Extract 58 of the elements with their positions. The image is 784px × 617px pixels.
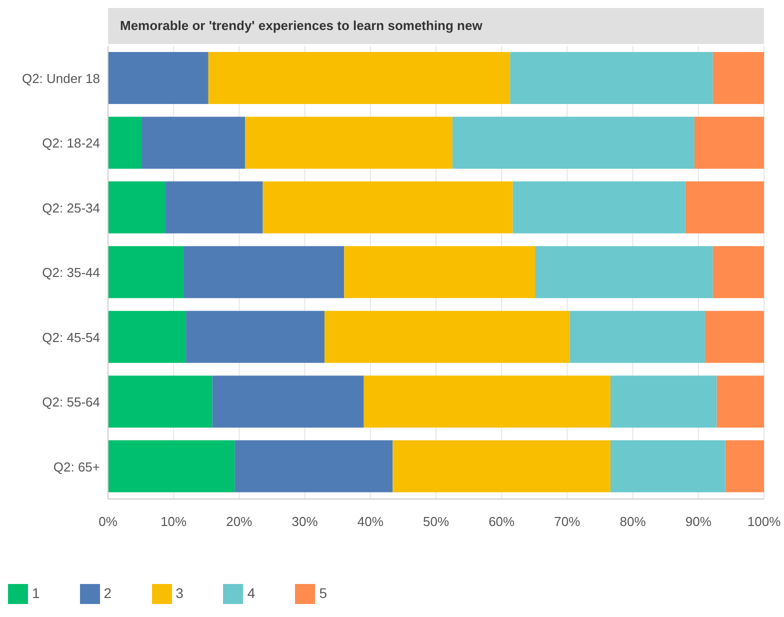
bar	[183, 246, 344, 298]
bar	[141, 116, 246, 169]
bar	[165, 181, 263, 234]
y-tick-label: Q2: Under 18	[22, 70, 100, 86]
bar	[510, 52, 713, 104]
bar	[610, 440, 726, 492]
bar	[108, 116, 142, 169]
bar	[685, 181, 764, 234]
legend-label: 1	[32, 584, 40, 601]
bar	[364, 376, 610, 428]
bar	[234, 440, 393, 492]
bar	[610, 376, 717, 428]
bar	[262, 181, 513, 234]
bar	[570, 310, 705, 363]
legend-label: 4	[247, 584, 256, 601]
bar	[344, 246, 536, 298]
bar	[108, 52, 208, 104]
legend-label: 2	[104, 584, 112, 601]
bar	[208, 52, 510, 104]
bar	[716, 376, 764, 428]
x-tick-label: 100%	[747, 514, 782, 530]
x-tick-label: 90%	[685, 514, 712, 530]
bar	[712, 246, 764, 298]
bar	[392, 440, 610, 492]
legend-label: 5	[319, 584, 327, 601]
y-tick-label: Q2: 55-64	[42, 394, 100, 410]
bar	[212, 376, 364, 428]
bar	[704, 310, 764, 363]
x-tick-label: 40%	[357, 514, 384, 530]
x-tick-label: 30%	[292, 514, 318, 530]
bar	[108, 310, 186, 363]
bar	[712, 52, 764, 104]
x-tick-label: 60%	[488, 514, 516, 530]
bar	[535, 246, 713, 298]
bar	[186, 310, 324, 363]
bar	[108, 376, 212, 428]
chart-title: Memorable or 'trendy' experiences to learn something new	[108, 8, 764, 44]
x-tick-label: 80%	[620, 514, 646, 530]
y-tick-label: Q2: 25-34	[42, 200, 100, 216]
x-tick-label: 10%	[160, 514, 188, 530]
bar	[245, 116, 452, 169]
bar	[324, 310, 570, 363]
bar	[725, 440, 764, 492]
x-tick-label: 70%	[554, 514, 581, 530]
bar	[694, 116, 764, 169]
y-tick-label: Q2: 65+	[53, 459, 100, 474]
y-tick-label: Q2: 18-24	[42, 136, 100, 151]
bar	[512, 181, 686, 234]
bar	[108, 440, 235, 492]
x-tick-label: 20%	[226, 514, 253, 530]
x-tick-label: 50%	[422, 514, 450, 530]
bar	[452, 116, 694, 169]
x-tick-label: 0%	[98, 514, 118, 530]
bar	[108, 246, 184, 298]
bar	[108, 181, 166, 234]
legend-label: 3	[176, 584, 184, 601]
y-tick-label: Q2: 45-54	[42, 330, 100, 345]
y-tick-label: Q2: 35-44	[42, 265, 100, 280]
